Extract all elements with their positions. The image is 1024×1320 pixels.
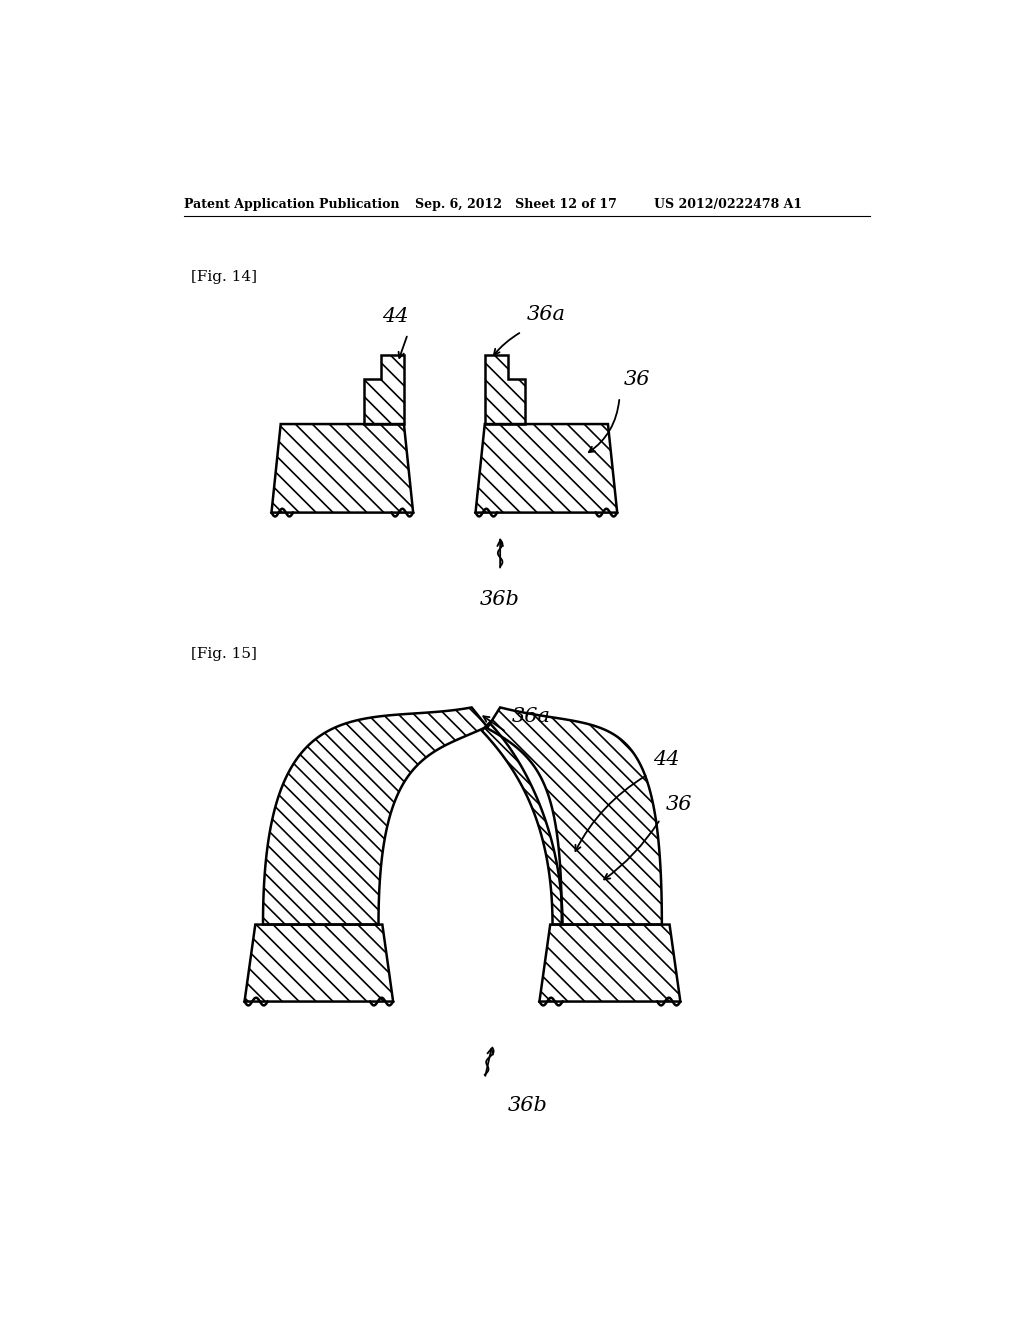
Text: 36b: 36b bbox=[480, 590, 520, 609]
Text: 36: 36 bbox=[666, 796, 692, 814]
Text: US 2012/0222478 A1: US 2012/0222478 A1 bbox=[654, 198, 802, 211]
Text: 36a: 36a bbox=[527, 305, 566, 323]
Text: [Fig. 15]: [Fig. 15] bbox=[190, 647, 256, 661]
Text: [Fig. 14]: [Fig. 14] bbox=[190, 271, 257, 284]
Text: 44: 44 bbox=[652, 750, 679, 770]
Text: Sep. 6, 2012   Sheet 12 of 17: Sep. 6, 2012 Sheet 12 of 17 bbox=[416, 198, 617, 211]
Text: 36b: 36b bbox=[508, 1096, 548, 1115]
Text: 36: 36 bbox=[624, 371, 650, 389]
Text: 36a: 36a bbox=[512, 708, 551, 726]
Text: Patent Application Publication: Patent Application Publication bbox=[184, 198, 400, 211]
Text: 44: 44 bbox=[382, 308, 409, 326]
